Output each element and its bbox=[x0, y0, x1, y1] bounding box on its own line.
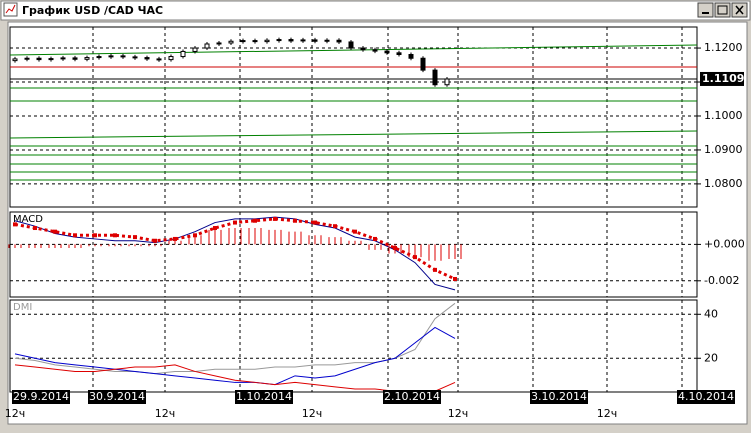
minimize-button[interactable] bbox=[697, 2, 714, 18]
candle-body bbox=[348, 41, 354, 49]
y-tick-label: 40 bbox=[704, 307, 718, 320]
candle-body bbox=[264, 39, 270, 43]
y-tick-label: +0.000 bbox=[704, 237, 745, 250]
panel-title: MACD bbox=[13, 214, 43, 225]
signal-dot bbox=[313, 220, 317, 225]
candle-body bbox=[132, 56, 138, 59]
candle-body bbox=[408, 54, 414, 59]
candle-body bbox=[384, 50, 390, 54]
date-box bbox=[88, 390, 146, 404]
candle-body bbox=[276, 39, 282, 42]
signal-dot bbox=[153, 238, 157, 243]
y-tick-label: 20 bbox=[704, 351, 718, 364]
candle-body bbox=[36, 57, 42, 61]
panel-title: DMI bbox=[13, 302, 32, 313]
maximize-button[interactable] bbox=[714, 2, 731, 18]
date-label: 2.10.2014 bbox=[384, 390, 440, 403]
signal-dot bbox=[53, 229, 57, 234]
dmi-line bbox=[14, 364, 456, 392]
y-tick-label: -0.002 bbox=[704, 274, 739, 287]
candle-body bbox=[300, 39, 306, 42]
last-price-box bbox=[700, 71, 744, 86]
candle-body bbox=[432, 69, 438, 86]
date-label: 4.10.2014 bbox=[678, 390, 734, 403]
signal-dot bbox=[213, 226, 217, 231]
y-tick-label: 1.1000 bbox=[704, 109, 743, 122]
candle-body bbox=[420, 57, 426, 71]
candle-body bbox=[144, 57, 150, 60]
candle-body bbox=[312, 39, 318, 42]
candle-body bbox=[288, 39, 294, 42]
y-tick-label: 1.0900 bbox=[704, 143, 743, 156]
candle-body bbox=[180, 50, 186, 58]
candle-body bbox=[444, 78, 450, 86]
maximize-glyph bbox=[717, 5, 728, 15]
drawn-level bbox=[9, 130, 698, 139]
signal-dot bbox=[353, 229, 357, 234]
hour-label: 12ч bbox=[597, 407, 618, 420]
candle-body bbox=[372, 49, 378, 52]
window-icon-glyph bbox=[5, 4, 16, 14]
candle-body bbox=[84, 57, 90, 60]
date-label: 1.10.2014 bbox=[236, 390, 292, 403]
y-tick-label: 1.0800 bbox=[704, 177, 743, 190]
date-box bbox=[530, 390, 588, 404]
candle-body bbox=[228, 40, 234, 44]
date-box bbox=[677, 390, 735, 404]
hour-label: 12ч bbox=[302, 407, 323, 420]
candle-body bbox=[192, 47, 198, 52]
candle-body bbox=[12, 58, 18, 62]
candle-body bbox=[240, 40, 246, 43]
candle-body bbox=[96, 56, 102, 59]
candle-body bbox=[324, 39, 330, 42]
candle-body bbox=[168, 56, 174, 61]
signal-dot bbox=[113, 233, 117, 238]
candle-body bbox=[24, 57, 30, 60]
signal-dot bbox=[173, 236, 177, 241]
candle-body bbox=[204, 43, 210, 49]
candle-body bbox=[120, 55, 126, 58]
title-bar bbox=[0, 0, 751, 21]
date-label: 3.10.2014 bbox=[531, 390, 587, 403]
candle-body bbox=[156, 58, 162, 61]
candle-body bbox=[396, 52, 402, 56]
hour-label: 12ч bbox=[5, 407, 26, 420]
date-box bbox=[235, 390, 293, 404]
date-box bbox=[12, 390, 70, 404]
drawn-level bbox=[9, 44, 698, 56]
candle-body bbox=[72, 57, 78, 60]
panel bbox=[9, 211, 698, 298]
y-tick-label: 1.1200 bbox=[704, 41, 743, 54]
hour-label: 12ч bbox=[448, 407, 469, 420]
signal-dot bbox=[273, 216, 277, 221]
date-label: 30.9.2014 bbox=[89, 390, 145, 403]
candle-body bbox=[216, 42, 222, 45]
last-price-label: 1.1109 bbox=[702, 72, 744, 85]
candle-body bbox=[252, 40, 258, 43]
window-title: График USD /CAD ЧАС bbox=[22, 4, 163, 17]
candle-body bbox=[108, 55, 114, 58]
candle-body bbox=[360, 47, 366, 51]
close-glyph bbox=[735, 5, 744, 15]
date-box bbox=[383, 390, 441, 404]
dmi-line bbox=[14, 326, 456, 386]
panel bbox=[9, 299, 698, 393]
signal-line bbox=[14, 217, 456, 281]
candle-body bbox=[48, 58, 54, 61]
hour-label: 12ч bbox=[155, 407, 176, 420]
date-label: 29.9.2014 bbox=[13, 390, 69, 403]
signal-dot bbox=[253, 218, 257, 223]
window-buttons[interactable] bbox=[697, 2, 748, 18]
macd-line bbox=[14, 216, 456, 291]
candle-body bbox=[60, 57, 66, 60]
candle-body bbox=[336, 39, 342, 43]
